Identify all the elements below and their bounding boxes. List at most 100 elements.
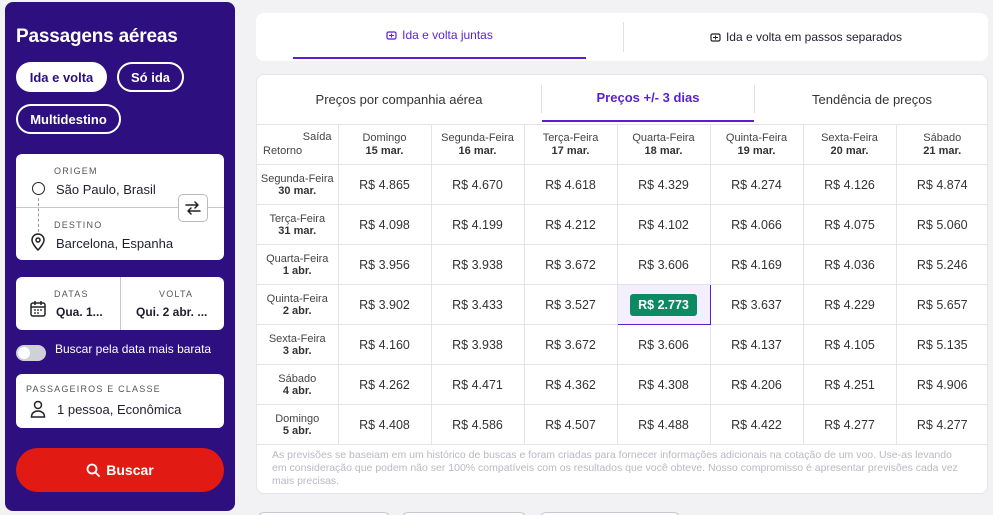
column-date: 19 mar.	[737, 144, 776, 157]
price-cell[interactable]: R$ 3.606	[616, 244, 711, 285]
price-cell[interactable]: R$ 4.199	[430, 204, 525, 245]
tab-price-trend[interactable]: Tendência de preços	[812, 91, 932, 107]
tab-round-trip-together[interactable]: Ida e volta juntas	[293, 13, 586, 59]
departure-date-header: Domingo 15 mar.	[337, 124, 432, 165]
route-card: ORIGEM São Paulo, Brasil DESTINO Barcelo…	[16, 154, 224, 260]
price-cell[interactable]: R$ 4.137	[709, 324, 804, 365]
price-cell[interactable]: R$ 4.670	[430, 164, 525, 205]
forecast-disclaimer: As previsões se baseiam em um histórico …	[272, 449, 958, 487]
row-date: 30 mar.	[278, 184, 317, 197]
sidebar-title: Passagens aéreas	[16, 26, 178, 47]
price-cell[interactable]: R$ 4.274	[709, 164, 804, 205]
row-day: Sábado	[278, 372, 317, 385]
origin-field[interactable]: São Paulo, Brasil	[56, 182, 156, 197]
price-cell[interactable]: R$ 4.066	[709, 204, 804, 245]
best-price-badge: R$ 2.773	[630, 293, 697, 316]
column-day: Segunda-Feira	[441, 131, 514, 144]
price-cell[interactable]: R$ 4.408	[337, 404, 432, 445]
price-cell[interactable]: R$ 4.507	[523, 404, 618, 445]
price-cell[interactable]: R$ 4.362	[523, 364, 618, 405]
price-cell[interactable]: R$ 4.277	[802, 404, 897, 445]
column-date: 17 mar.	[551, 144, 590, 157]
column-day: Quinta-Feira	[725, 131, 788, 144]
column-date: 18 mar.	[644, 144, 683, 157]
sub-tab-divider	[541, 85, 542, 113]
trip-type-one-way[interactable]: Só ida	[117, 62, 184, 92]
price-cell[interactable]: R$ 5.135	[895, 324, 988, 365]
passengers-label: PASSAGEIROS E CLASSE	[26, 384, 161, 394]
trip-type-multi-city[interactable]: Multidestino	[16, 104, 121, 134]
price-cell[interactable]: R$ 5.246	[895, 244, 988, 285]
route-connector	[38, 198, 39, 232]
price-row: Sábado 4 abr. R$ 4.262 R$ 4.471 R$ 4.362 R$ 4…	[257, 364, 988, 405]
passengers-value: 1 pessoa, Econômica	[57, 402, 182, 417]
cheapest-date-toggle[interactable]	[16, 345, 46, 361]
price-cell[interactable]: R$ 4.206	[709, 364, 804, 405]
destination-field[interactable]: Barcelona, Espanha	[56, 236, 174, 251]
price-cell[interactable]: R$ 4.160	[337, 324, 432, 365]
price-cell[interactable]: R$ 3.938	[430, 244, 525, 285]
tab-prices-plus-minus-3-days[interactable]: Preços +/- 3 dias	[542, 75, 754, 122]
departure-date-header: Sábado 21 mar.	[895, 124, 988, 165]
price-cell[interactable]: R$ 4.098	[337, 204, 432, 245]
price-cell[interactable]: R$ 4.422	[709, 404, 804, 445]
tab-divider	[623, 22, 624, 52]
price-cell[interactable]: R$ 3.672	[523, 244, 618, 285]
row-date: 1 abr.	[282, 264, 312, 277]
row-day: Segunda-Feira	[260, 172, 334, 185]
search-button[interactable]: Buscar	[16, 448, 224, 492]
swap-button[interactable]	[178, 194, 208, 222]
row-date: 3 abr.	[282, 344, 312, 357]
price-cell[interactable]: R$ 5.060	[895, 204, 988, 245]
price-cell[interactable]: R$ 3.672	[523, 324, 618, 365]
price-cell[interactable]: R$ 4.586	[430, 404, 525, 445]
origin-label: ORIGEM	[54, 166, 98, 176]
price-cell[interactable]: R$ 4.251	[802, 364, 897, 405]
price-cell[interactable]: R$ 4.105	[802, 324, 897, 365]
return-date-field[interactable]: Qui. 2 abr. ...	[136, 305, 208, 319]
price-cell[interactable]: R$ 4.618	[523, 164, 618, 205]
price-cell[interactable]: R$ 4.262	[337, 364, 432, 405]
origin-circle-icon	[32, 182, 45, 195]
price-cell[interactable]: R$ 4.169	[709, 244, 804, 285]
price-cell[interactable]: R$ 3.527	[523, 284, 618, 325]
price-cell[interactable]: R$ 4.102	[616, 204, 711, 245]
price-cell[interactable]: R$ 3.938	[430, 324, 525, 365]
trip-type-round-trip[interactable]: Ida e volta	[16, 62, 107, 92]
grid-corner: Saída Retorno	[257, 124, 339, 165]
price-cell[interactable]: R$ 5.657	[895, 284, 988, 325]
departure-date-header: Quinta-Feira 19 mar.	[709, 124, 804, 165]
price-cell[interactable]: R$ 4.126	[802, 164, 897, 205]
best-price-cell[interactable]: R$ 2.773	[616, 284, 711, 325]
return-label: VOLTA	[159, 289, 194, 299]
price-cell[interactable]: R$ 4.488	[616, 404, 711, 445]
price-cell[interactable]: R$ 4.075	[802, 204, 897, 245]
price-cell[interactable]: R$ 4.277	[895, 404, 988, 445]
tab-label: Ida e volta juntas	[402, 28, 493, 42]
price-cell[interactable]: R$ 4.308	[616, 364, 711, 405]
row-date: 5 abr.	[282, 424, 312, 437]
price-cell[interactable]: R$ 4.471	[430, 364, 525, 405]
price-cell[interactable]: R$ 4.036	[802, 244, 897, 285]
person-icon	[30, 400, 46, 418]
price-cell[interactable]: R$ 4.329	[616, 164, 711, 205]
price-cell[interactable]: R$ 3.637	[709, 284, 804, 325]
price-cell[interactable]: R$ 4.906	[895, 364, 988, 405]
passengers-field[interactable]: PASSAGEIROS E CLASSE 1 pessoa, Econômica	[16, 374, 224, 428]
route-divider	[16, 207, 224, 208]
destination-label: DESTINO	[54, 220, 103, 230]
departure-date-field[interactable]: Qua. 1...	[56, 305, 103, 319]
price-cell[interactable]: R$ 4.865	[337, 164, 432, 205]
column-day: Sábado	[923, 131, 962, 144]
price-cell[interactable]: R$ 4.212	[523, 204, 618, 245]
grid-header-row: Saída Retorno Domingo 15 mar. Segunda-Feir…	[257, 124, 988, 165]
tab-prices-by-airline[interactable]: Preços por companhia aérea	[315, 91, 483, 107]
price-cell[interactable]: R$ 4.874	[895, 164, 988, 205]
price-cell[interactable]: R$ 4.229	[802, 284, 897, 325]
price-cell[interactable]: R$ 3.606	[616, 324, 711, 365]
departure-date-header: Sexta-Feira 20 mar.	[802, 124, 897, 165]
price-cell[interactable]: R$ 3.956	[337, 244, 432, 285]
price-cell[interactable]: R$ 3.902	[337, 284, 432, 325]
price-cell[interactable]: R$ 3.433	[430, 284, 525, 325]
tab-round-trip-separate[interactable]: Ida e volta em passos separados	[624, 13, 988, 61]
